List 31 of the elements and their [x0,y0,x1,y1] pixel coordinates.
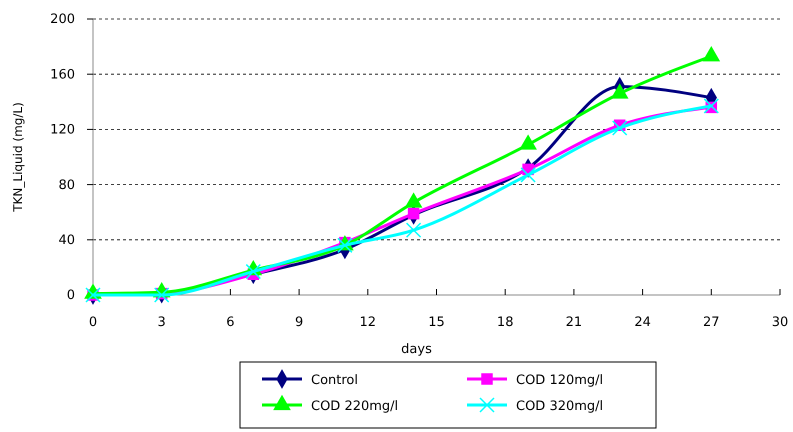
x-tick-label: 21 [566,315,582,330]
point [704,98,720,114]
y-tick-label: 200 [50,12,75,28]
legend-label: COD 120mg/l [516,373,604,388]
legend-label: Control [311,373,358,388]
x-tick-label: 9 [294,315,304,330]
point [337,238,353,254]
legend-label: COD 220mg/l [311,399,398,414]
y-tick-label: 80 [58,178,75,193]
x-tick-label: 12 [360,315,376,330]
x-tick-label: 15 [428,315,445,330]
x-tick-label: 24 [634,315,651,330]
point [246,264,262,280]
x-tick-label: 0 [88,315,98,330]
y-axis-title: TKN_Liquid (mg/L) [11,102,25,213]
point [408,208,420,220]
x-tick-label: 30 [772,315,788,330]
y-tick-label: 160 [50,67,75,82]
x-tick-label: 6 [226,315,235,330]
x-axis-title: days [401,342,432,357]
y-tick-label: 0 [66,288,75,304]
x-tick-label: 3 [158,315,166,330]
y-tick-label: 40 [58,232,75,248]
point [520,167,536,183]
x-tick-label: 27 [703,315,720,330]
legend-label: COD 320mg/l [516,399,604,414]
point [154,287,170,303]
x-tick-label: 18 [496,315,514,330]
point [406,222,422,238]
point [612,120,628,136]
y-tick-label: 120 [50,122,75,138]
